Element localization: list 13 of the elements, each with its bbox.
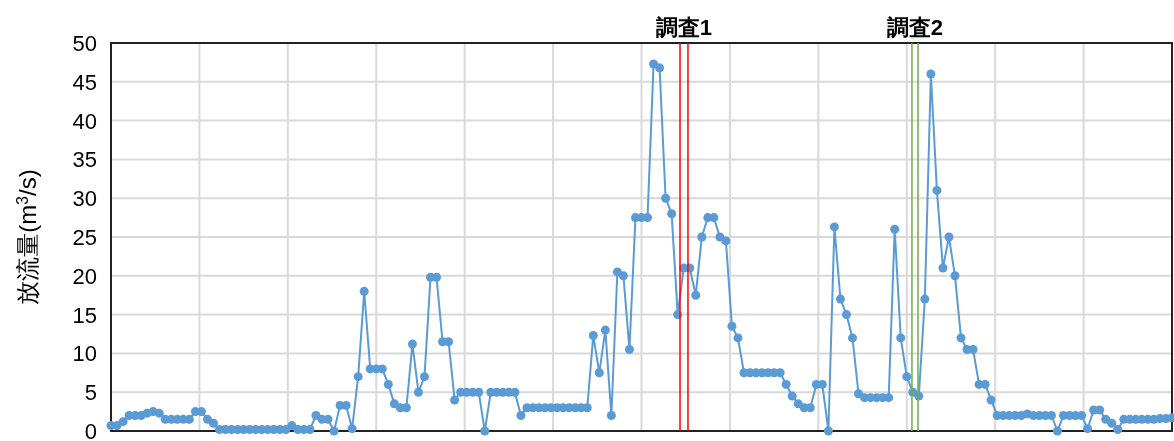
y-tick-label: 10 — [72, 341, 97, 367]
y-tick-label: 30 — [72, 186, 97, 212]
y-tick-label: 40 — [72, 108, 97, 134]
y-tick-label: 0 — [84, 419, 97, 441]
y-tick-label: 45 — [72, 69, 97, 95]
y-tick-label: 25 — [72, 225, 97, 250]
y-tick-label: 50 — [72, 31, 97, 56]
text: 調査1 — [655, 15, 713, 40]
y-tick-label: 5 — [84, 380, 97, 406]
y-tick-label: 20 — [72, 263, 97, 289]
y-tick-label: 35 — [72, 147, 97, 173]
text: 調査2 — [886, 15, 944, 40]
y-tick-label: 15 — [72, 302, 97, 328]
